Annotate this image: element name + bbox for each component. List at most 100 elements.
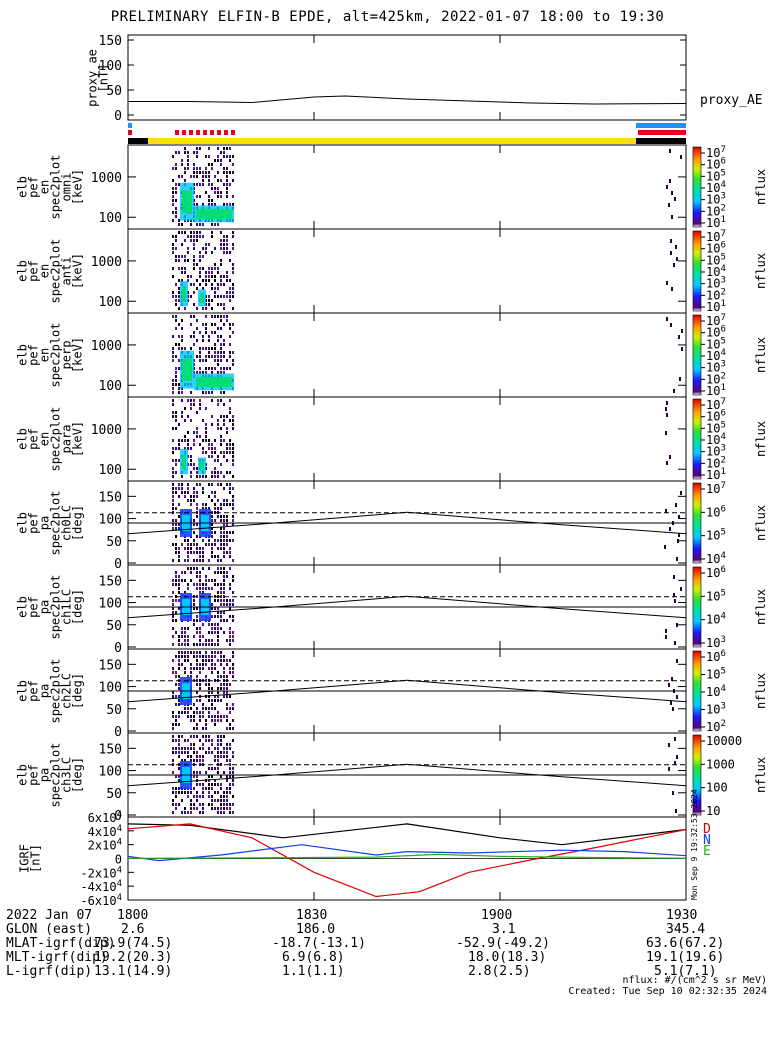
spectrogram-cell bbox=[175, 723, 177, 726]
spectrogram-cell bbox=[226, 279, 228, 282]
spectrogram-cell bbox=[208, 243, 210, 246]
spectrogram-cell bbox=[220, 319, 222, 322]
panel-ytick-label: 1000 bbox=[91, 339, 122, 354]
spectrogram-cell bbox=[196, 615, 198, 618]
spectrogram-cell bbox=[232, 771, 234, 774]
spectrogram-cell bbox=[223, 683, 225, 686]
spectrogram-cell bbox=[232, 599, 234, 602]
spectrogram-cell bbox=[220, 659, 222, 662]
spectrogram-cell bbox=[187, 791, 189, 794]
spectrogram-cell bbox=[199, 399, 201, 402]
spectrogram-cell bbox=[202, 247, 204, 250]
spectrogram-cell bbox=[205, 579, 207, 582]
spectrogram-cell bbox=[211, 287, 213, 290]
spectrogram-cell bbox=[680, 587, 682, 591]
spectrogram-cell bbox=[175, 671, 177, 674]
spectrogram-cell bbox=[208, 687, 210, 690]
spectrogram-cell bbox=[220, 655, 222, 658]
spectrogram-cell bbox=[211, 271, 213, 274]
spectrogram-cell bbox=[175, 315, 177, 318]
spectrogram-cell bbox=[178, 711, 180, 714]
spectrogram-cell bbox=[214, 347, 216, 350]
spectrogram-cell bbox=[226, 687, 228, 690]
spectrogram-cell bbox=[199, 347, 201, 350]
spectrogram-cell bbox=[214, 595, 216, 598]
spectrogram-cell bbox=[214, 747, 216, 750]
spectrogram-cell bbox=[178, 295, 180, 298]
spectrogram-cell bbox=[181, 223, 183, 226]
spectrogram-cell bbox=[190, 239, 192, 242]
spectrogram-cell bbox=[202, 791, 204, 794]
spectrogram-cell bbox=[199, 551, 201, 554]
spectrogram-cell bbox=[214, 459, 216, 462]
spectrogram-cell bbox=[205, 367, 207, 370]
spectrogram-cell bbox=[211, 499, 213, 502]
spectrogram-cell bbox=[175, 547, 177, 550]
spectrogram-cell bbox=[196, 203, 198, 206]
colorbar-tick-label: 106 bbox=[706, 565, 726, 580]
spectrogram-cell bbox=[232, 651, 234, 654]
spectrogram-cell bbox=[178, 791, 180, 794]
spectrogram-cell bbox=[232, 803, 234, 806]
spectrogram-cell bbox=[229, 147, 231, 150]
spectrogram-cell bbox=[187, 415, 189, 418]
spectrogram-cell bbox=[226, 551, 228, 554]
spectrogram-cell bbox=[205, 407, 207, 410]
spectrogram-cell bbox=[199, 351, 201, 354]
spectrogram-cell bbox=[220, 687, 222, 690]
spectrogram-cell bbox=[181, 255, 183, 258]
spectrogram-cell bbox=[178, 747, 180, 750]
spectrogram-cell bbox=[211, 579, 213, 582]
spectrogram-cell bbox=[232, 487, 234, 490]
spectrogram-cell bbox=[178, 523, 180, 526]
spectrogram-cell bbox=[199, 739, 201, 742]
spectrogram-cell bbox=[220, 327, 222, 330]
spectrogram-cell bbox=[226, 235, 228, 238]
panel-ytick-label: 0 bbox=[114, 725, 122, 740]
axis-label-line: en bbox=[38, 432, 52, 446]
spectrogram-cell bbox=[181, 231, 183, 234]
spectrogram-cell bbox=[205, 431, 207, 434]
spectrogram-cell bbox=[172, 559, 174, 562]
spectrogram-cell bbox=[220, 783, 222, 786]
spectrogram-cell bbox=[181, 627, 183, 630]
spectrogram-cell bbox=[211, 167, 213, 170]
spectrogram-cell bbox=[217, 363, 219, 366]
spectrogram-cell bbox=[223, 795, 225, 798]
spectrogram-cell bbox=[211, 663, 213, 666]
spectrogram-cell bbox=[232, 243, 234, 246]
spectrogram-cell bbox=[211, 795, 213, 798]
spectrogram-cell bbox=[223, 247, 225, 250]
spectrogram-cell bbox=[187, 651, 189, 654]
state-bar-red bbox=[182, 130, 186, 135]
spectrogram-cell bbox=[220, 743, 222, 746]
colorbar bbox=[692, 314, 702, 396]
spectrogram-cell bbox=[226, 803, 228, 806]
spectrogram-cell bbox=[205, 275, 207, 278]
spectrogram-cell bbox=[196, 535, 198, 538]
spectrogram-cell bbox=[223, 183, 225, 186]
spectrogram-cell bbox=[178, 659, 180, 662]
axis-label-line: [nT] bbox=[97, 64, 111, 93]
axis-label-line: [deg] bbox=[71, 589, 85, 625]
spectrogram-cell bbox=[229, 323, 231, 326]
spectrogram-cell bbox=[196, 659, 198, 662]
spectrogram-cell bbox=[229, 783, 231, 786]
spectrogram-cell bbox=[193, 715, 195, 718]
spectrogram-cell bbox=[220, 531, 222, 534]
spectrogram-cell bbox=[229, 419, 231, 422]
spectrogram-cell bbox=[172, 619, 174, 622]
spectrogram-cell bbox=[187, 279, 189, 282]
spectrogram-cell bbox=[681, 329, 683, 333]
colorbar-label: nflux bbox=[754, 757, 768, 793]
spectrogram-cell bbox=[208, 443, 210, 446]
spectrogram-cell bbox=[178, 443, 180, 446]
spectrogram-cell bbox=[223, 695, 225, 698]
spectrogram-cell bbox=[214, 343, 216, 346]
spectrogram-cell bbox=[175, 427, 177, 430]
spectrogram-cell bbox=[226, 443, 228, 446]
spectrogram-cell bbox=[193, 747, 195, 750]
spectrogram-cell bbox=[226, 795, 228, 798]
spectrogram-cell bbox=[214, 755, 216, 758]
spectrogram-cell bbox=[199, 795, 201, 798]
